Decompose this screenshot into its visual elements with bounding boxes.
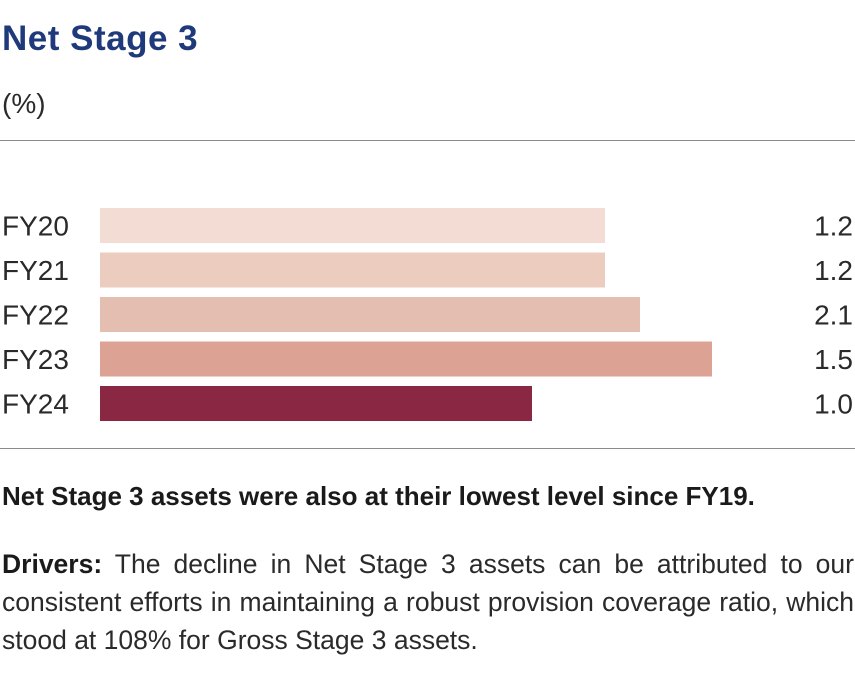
bar-chart: FY20 1.2 FY21 1.2 FY22 2.1 FY23 1.5 FY24 1.0	[2, 208, 853, 421]
value-label-fy22: 2.1	[814, 300, 853, 331]
value-label-fy23: 1.5	[814, 344, 853, 375]
bar-fy22	[100, 297, 640, 332]
value-label-fy20: 1.2	[814, 211, 853, 242]
category-label-fy24: FY24	[2, 389, 69, 420]
category-label-fy23: FY23	[2, 344, 69, 375]
category-label-fy21: FY21	[2, 255, 69, 286]
value-label-fy24: 1.0	[814, 389, 853, 420]
bar-fy23	[100, 341, 712, 377]
bar-fy20	[100, 208, 605, 243]
drivers-body: The decline in Net Stage 3 assets can be…	[2, 549, 854, 655]
unit-label: (%)	[2, 88, 46, 119]
chart-title: Net Stage 3	[2, 19, 199, 58]
value-label-fy21: 1.2	[814, 255, 853, 286]
drivers-label: Drivers:	[2, 549, 103, 579]
bar-fy24	[100, 386, 532, 421]
category-label-fy22: FY22	[2, 300, 69, 331]
footnote: Net Stage 3 assets were also at their lo…	[2, 481, 755, 511]
drivers-paragraph: Drivers: The decline in Net Stage 3 asse…	[2, 545, 854, 659]
bottom-divider	[0, 448, 855, 449]
category-label-fy20: FY20	[2, 211, 69, 242]
top-divider	[0, 140, 855, 141]
bar-fy21	[100, 252, 605, 288]
